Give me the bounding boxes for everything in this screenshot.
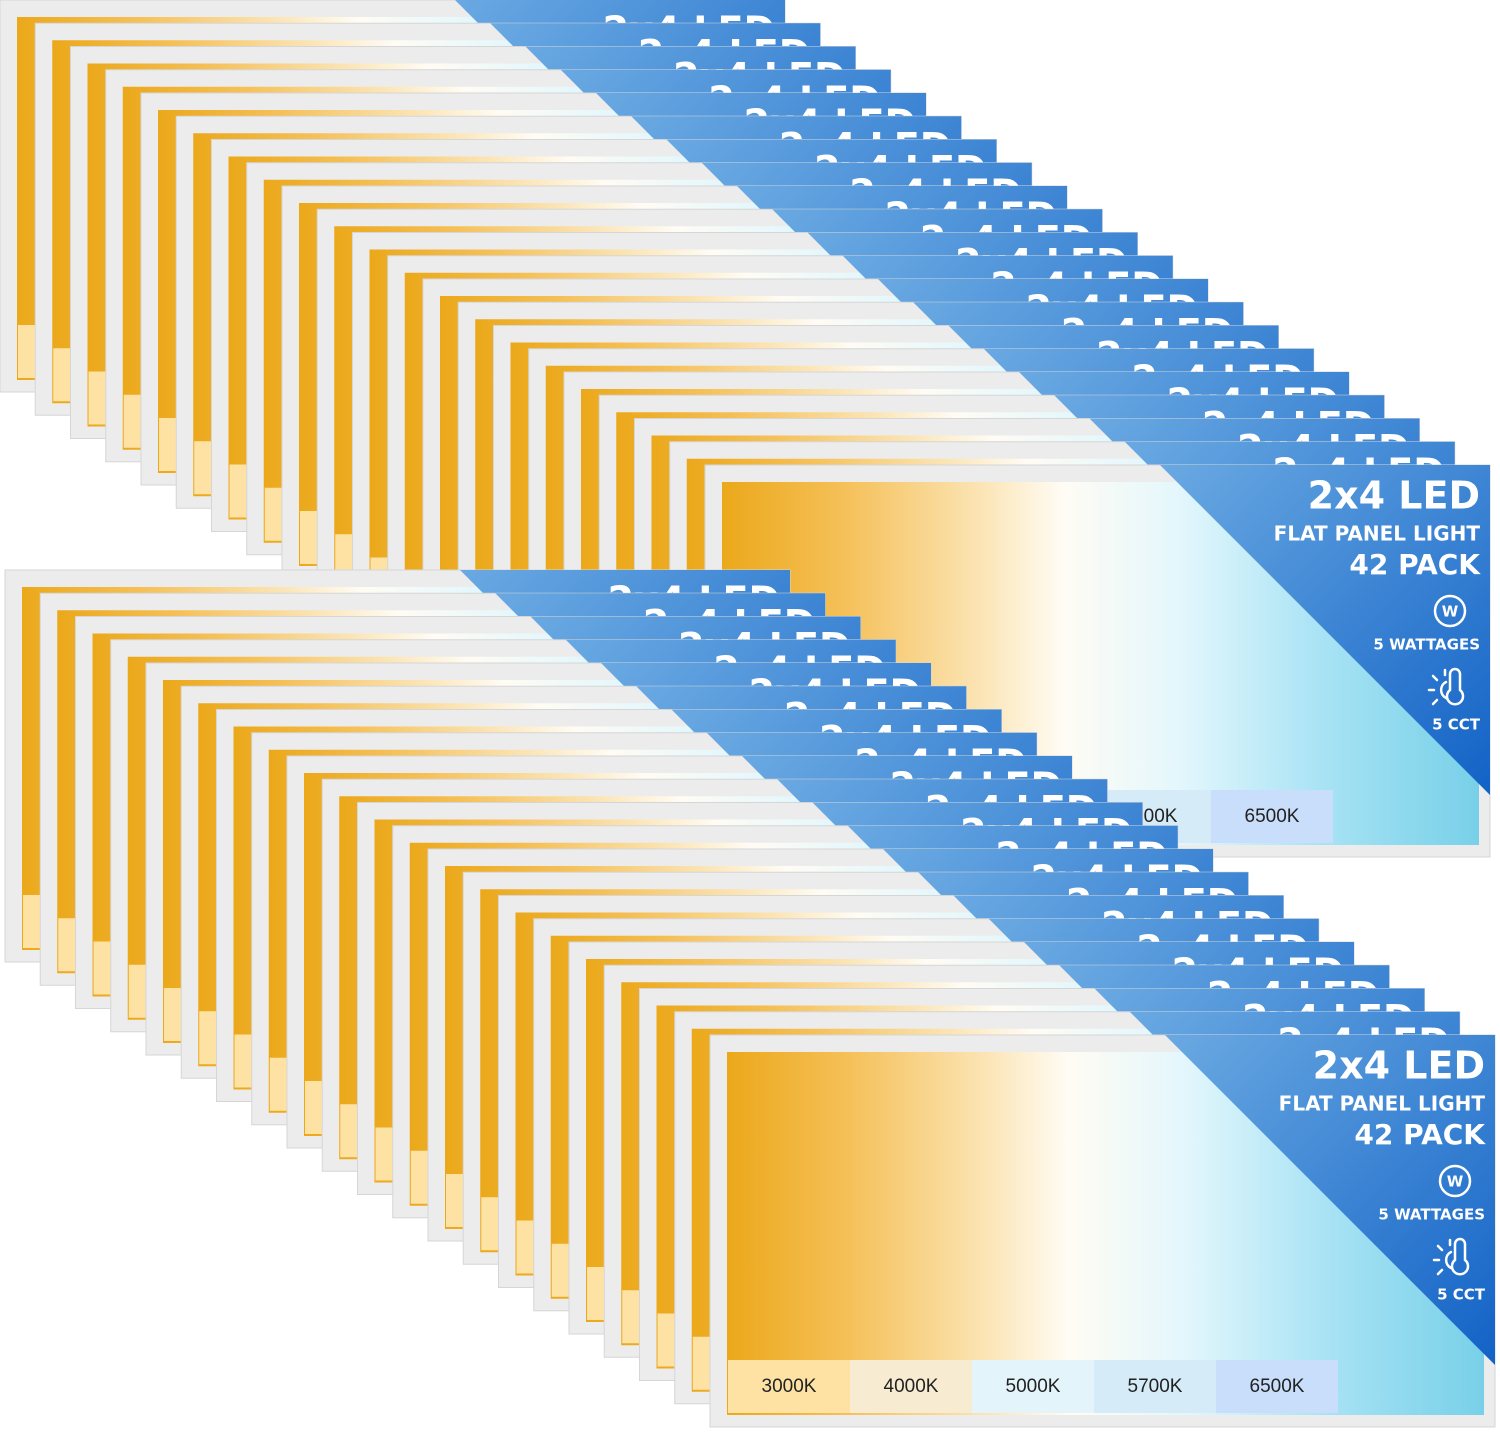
thermometer [1450, 1237, 1470, 1276]
wattage-icon-ring [1433, 594, 1467, 628]
cct-label: 6500K [1250, 1376, 1305, 1397]
cct-label: 6500K [1245, 806, 1300, 827]
sun-rays [1432, 1238, 1452, 1276]
wattage-icon: W [1442, 603, 1459, 621]
cct-chip [728, 1360, 850, 1413]
cct-label: 3000K [762, 1376, 817, 1397]
cct-label: 5700K [1128, 1376, 1183, 1397]
led-panel: 3000K 4000K 5000K 5700K 6500K 2x4 LED FLAT PAN… [709, 1034, 1496, 1428]
panel-stack: 3000K 4000K 5000K 5700K 6500K 2x4 LED FLAT PAN… [4, 569, 1496, 1428]
badge-pack: 42 PACK [1354, 1118, 1486, 1151]
cct-label-badge: 5 CCT [1437, 1286, 1486, 1304]
cct-chip [850, 1360, 972, 1413]
wattage-icon-ring [1438, 1164, 1472, 1198]
wattage-label: 5 WATTAGES [1373, 636, 1480, 654]
cct-label-badge: 5 CCT [1432, 716, 1481, 734]
badge-triangle [1165, 1035, 1495, 1365]
sun-arc [1439, 680, 1448, 700]
cct-chip [1216, 1360, 1338, 1413]
wattage-icon: W [1447, 1173, 1464, 1191]
sun-arc [1444, 1250, 1453, 1270]
badge-title: 2x4 LED [1308, 474, 1480, 518]
cct-icon [1432, 1237, 1470, 1276]
sun-rays [1427, 668, 1447, 706]
cct-label: 5000K [1006, 1376, 1061, 1397]
cct-chip [1094, 1360, 1216, 1413]
badge-subtitle: FLAT PANEL LIGHT [1274, 522, 1481, 546]
wattage-label: 5 WATTAGES [1378, 1206, 1485, 1224]
thermometer [1445, 667, 1465, 706]
badge-triangle [1160, 465, 1490, 795]
cct-chip [1211, 790, 1333, 843]
badge-pack: 42 PACK [1349, 548, 1481, 581]
cct-chip [972, 1360, 1094, 1413]
cct-icon [1427, 667, 1465, 706]
badge-subtitle: FLAT PANEL LIGHT [1279, 1092, 1486, 1116]
badge-title: 2x4 LED [1313, 1044, 1485, 1088]
cct-label: 4000K [884, 1376, 939, 1397]
